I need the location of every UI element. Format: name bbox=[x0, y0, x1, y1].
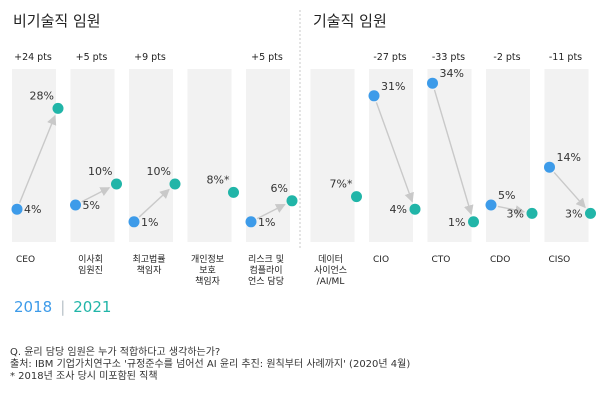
value-2021-item-5: 7%* bbox=[330, 178, 353, 191]
point-2021-item-8 bbox=[526, 207, 538, 219]
column-bg-item-2 bbox=[129, 69, 173, 242]
arrow-item-4 bbox=[256, 203, 286, 220]
value-2021-item-1: 10% bbox=[88, 165, 112, 178]
point-2021-item-4 bbox=[286, 195, 298, 207]
value-2021-item-3: 8%* bbox=[207, 173, 230, 186]
delta-label-item-6: -27 pts bbox=[373, 52, 406, 63]
column-bg-item-5 bbox=[310, 69, 355, 242]
column-bg-item-1 bbox=[70, 69, 115, 242]
point-2021-item-3 bbox=[228, 186, 239, 198]
legend-2018: 2018 bbox=[14, 298, 53, 316]
value-2018-item-2: 1% bbox=[141, 216, 158, 229]
category-label-item-3: 개인정보 보호 책임자 bbox=[191, 254, 224, 287]
legend-separator: | bbox=[60, 298, 66, 316]
point-2018-item-0 bbox=[11, 203, 23, 215]
delta-label-item-1: +5 pts bbox=[76, 52, 108, 63]
point-2018-item-8 bbox=[485, 199, 497, 211]
delta-label-item-8: -2 pts bbox=[493, 52, 520, 63]
column-bg-item-3 bbox=[187, 69, 232, 242]
point-2018-item-4 bbox=[245, 216, 257, 228]
category-label-item-8: CDO bbox=[490, 255, 510, 265]
category-label-item-0: CEO bbox=[16, 255, 35, 265]
delta-label-item-7: -33 pts bbox=[432, 52, 465, 63]
point-2021-item-5 bbox=[351, 191, 362, 203]
column-bg-item-9 bbox=[544, 69, 589, 242]
arrow-item-0 bbox=[18, 114, 57, 203]
arrow-item-7 bbox=[433, 89, 474, 216]
arrow-item-6 bbox=[375, 102, 414, 203]
point-2021-item-0 bbox=[52, 102, 64, 114]
source-note: 출처: IBM 기업가치연구소 '규정준수를 넘어선 AI 윤리 추진: 원칙부… bbox=[10, 359, 411, 370]
group-title-nontech: 비기술직 임원 bbox=[13, 12, 101, 30]
point-2018-item-6 bbox=[368, 90, 380, 102]
arrow-item-8 bbox=[497, 205, 526, 215]
point-2021-item-2 bbox=[169, 178, 181, 190]
value-2021-item-4: 6% bbox=[271, 182, 288, 195]
value-2018-item-6: 31% bbox=[381, 80, 405, 93]
point-2021-item-7 bbox=[468, 216, 479, 228]
value-2021-item-6: 4% bbox=[390, 203, 407, 216]
category-label-item-1: 이사회 임원진 bbox=[78, 254, 103, 276]
point-2021-item-9 bbox=[585, 207, 596, 219]
legend-2021: 2021 bbox=[73, 298, 112, 316]
point-2018-item-1 bbox=[70, 199, 81, 211]
value-2018-item-7: 34% bbox=[440, 67, 464, 80]
value-2018-item-8: 5% bbox=[498, 189, 515, 202]
category-label-item-9: CISO bbox=[549, 255, 571, 265]
value-2018-item-4: 1% bbox=[258, 216, 275, 229]
delta-label-item-0: +24 pts bbox=[14, 52, 52, 63]
notes: Q. 윤리 담당 임원은 누가 적합하다고 생각하는가? 출처: IBM 기업가… bbox=[10, 347, 410, 383]
value-2018-item-9: 14% bbox=[557, 151, 581, 164]
legend: 2018 | 2021 bbox=[14, 298, 111, 316]
value-2021-item-2: 10% bbox=[147, 165, 171, 178]
category-label-item-2: 최고법률 책임자 bbox=[132, 254, 165, 276]
value-2021-item-0: 28% bbox=[30, 89, 54, 102]
slope-chart: 비기술직 임원 기술직 임원 +24 pts 4% 28% CEO +5 pts 5% 10% 이… bbox=[11, 10, 596, 287]
point-2018-item-7 bbox=[427, 77, 438, 89]
arrow-item-2 bbox=[138, 188, 170, 218]
value-2018-item-0: 4% bbox=[24, 203, 41, 216]
survey-question: Q. 윤리 담당 임원은 누가 적합하다고 생각하는가? bbox=[10, 347, 221, 358]
point-2018-item-2 bbox=[128, 216, 140, 228]
delta-label-item-2: +9 pts bbox=[134, 52, 166, 63]
category-label-item-4: 리스크 및 컴플라이 언스 담당 bbox=[248, 253, 284, 287]
arrow-item-1 bbox=[81, 187, 111, 203]
footnote: * 2018년 조사 당시 미포함된 직책 bbox=[10, 371, 158, 382]
value-2018-item-1: 5% bbox=[83, 199, 100, 212]
delta-label-item-4: +5 pts bbox=[251, 52, 283, 63]
group-title-tech: 기술직 임원 bbox=[313, 12, 387, 30]
point-2018-item-9 bbox=[544, 161, 555, 173]
value-2021-item-8: 3% bbox=[507, 207, 524, 220]
category-label-item-6: CIO bbox=[373, 255, 389, 265]
point-2021-item-6 bbox=[409, 203, 421, 215]
value-2021-item-7: 1% bbox=[448, 216, 465, 229]
value-2021-item-9: 3% bbox=[565, 207, 582, 220]
category-label-item-7: CTO bbox=[432, 255, 451, 265]
point-2021-item-1 bbox=[111, 178, 122, 190]
arrow-item-9 bbox=[553, 171, 586, 209]
delta-label-item-9: -11 pts bbox=[549, 52, 582, 63]
category-label-item-5: 데이터 사이언스/AI/ML bbox=[314, 254, 347, 287]
